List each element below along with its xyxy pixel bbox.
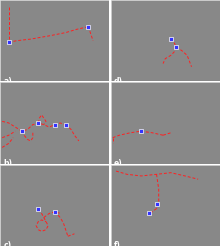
Text: a): a) bbox=[3, 77, 12, 86]
Text: f): f) bbox=[114, 241, 121, 246]
Text: e): e) bbox=[114, 159, 123, 168]
Text: b): b) bbox=[3, 159, 12, 168]
Text: c): c) bbox=[3, 241, 11, 246]
Text: d): d) bbox=[114, 77, 123, 86]
